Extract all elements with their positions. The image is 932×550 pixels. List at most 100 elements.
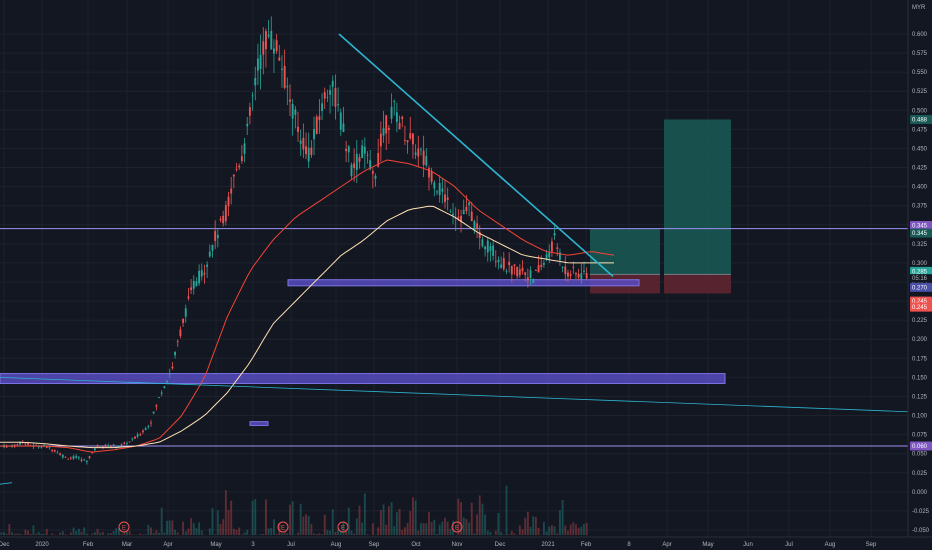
volume-bar (542, 522, 545, 535)
currency-label: MYR (912, 5, 926, 11)
position-target-zone[interactable] (590, 228, 660, 275)
candle-body (83, 459, 86, 461)
volume-bar (310, 523, 313, 535)
candle-body (374, 175, 377, 179)
candle-body (192, 280, 195, 289)
volume-bar (361, 522, 364, 535)
candle-body (412, 133, 414, 145)
volume-bar (126, 531, 128, 535)
volume-bar (438, 524, 441, 535)
position-target-zone[interactable] (664, 119, 731, 275)
volume-bar (283, 532, 286, 535)
volume-bar (473, 533, 476, 535)
volume-bar (147, 524, 150, 535)
x-tick-label: 3 (251, 542, 255, 548)
volume-bar (478, 495, 481, 535)
volume-bar (72, 527, 75, 535)
volume-bar (553, 526, 556, 535)
candle-body (158, 397, 160, 398)
y-tick-label: 0.600 (912, 32, 928, 38)
zone-rectangle[interactable] (287, 279, 640, 287)
volume-bar (307, 515, 310, 535)
volume-bar (444, 517, 446, 535)
volume-bar (99, 532, 102, 535)
candle-body (577, 273, 580, 278)
trendlines[interactable] (0, 33, 909, 485)
time-axis[interactable]: Dec 2020 Feb Mar Apr May 3 Jul Aug Sep Oct Nov Dec 20… (0, 536, 932, 548)
volume-bar (403, 527, 406, 535)
candle-body (513, 264, 516, 266)
candle-body (93, 448, 96, 451)
candle-body (310, 147, 313, 156)
volume-bar (195, 528, 198, 535)
candle-body (187, 296, 190, 299)
earnings-marker (118, 521, 130, 533)
candle-body (61, 455, 64, 458)
volume-bar (452, 520, 454, 535)
y-tick-label: 0.200 (912, 337, 928, 343)
zone-rectangle[interactable] (249, 421, 269, 426)
candle-body (139, 434, 142, 436)
candle-body (270, 30, 273, 50)
volume-bar (190, 518, 193, 535)
price-tag (910, 221, 932, 231)
volume-bar (267, 528, 270, 535)
volume-bar (575, 524, 577, 535)
candle-body (112, 444, 115, 446)
volume-bar (331, 509, 334, 535)
candle-body (575, 273, 577, 275)
candle-body (403, 139, 406, 141)
volume-bar (96, 528, 99, 535)
candle-body (363, 146, 366, 154)
candle-body (470, 211, 473, 222)
volume-bar (51, 533, 54, 535)
volume-bar (350, 530, 353, 535)
candle-body (484, 246, 487, 250)
volume-bar (35, 533, 38, 535)
x-tick-label: 2021 (541, 542, 555, 548)
volume-bar (379, 510, 382, 535)
candle-body (246, 123, 249, 127)
volume-bar (550, 525, 553, 535)
volume-bar (548, 526, 551, 535)
volume-bar (385, 524, 388, 535)
horizontal-lines[interactable] (0, 228, 908, 447)
position-stop-zone[interactable] (664, 274, 731, 294)
volume-bar (0, 532, 3, 535)
y-tick-label: 0.550 (912, 70, 928, 76)
candle-body (315, 116, 318, 135)
volume-bar (24, 529, 27, 535)
volume-bar (457, 498, 460, 535)
volume-bar (238, 527, 241, 535)
candle-body (478, 232, 481, 238)
candle-body (393, 101, 396, 102)
candle-body (561, 267, 564, 269)
candle-body (425, 156, 428, 166)
candle-body (289, 99, 291, 102)
volume-bar (251, 500, 254, 535)
y-tick-label: 0.225 (912, 318, 928, 324)
volume-bar (462, 517, 465, 535)
volume-bar (16, 533, 19, 535)
volume-bar (32, 525, 35, 535)
short-trendline[interactable] (0, 482, 13, 485)
long-trendline[interactable] (0, 376, 909, 413)
earnings-marker-label: E (281, 526, 285, 532)
candle-body (281, 68, 283, 70)
candle-body (267, 34, 270, 37)
volume-bar (468, 522, 470, 535)
candle-body (334, 87, 337, 107)
zone-rectangle[interactable] (0, 373, 726, 384)
candle-body (206, 264, 209, 267)
descending-trendline[interactable] (338, 33, 614, 277)
candle-body (16, 443, 19, 445)
candle-body (326, 96, 329, 98)
volume-bar (412, 497, 414, 535)
volume-bar (489, 532, 492, 535)
candle-body (321, 103, 323, 111)
candle-body (481, 239, 484, 247)
candle-body (550, 241, 553, 252)
volume-bar (422, 523, 425, 535)
zone-rectangles[interactable] (0, 279, 726, 426)
